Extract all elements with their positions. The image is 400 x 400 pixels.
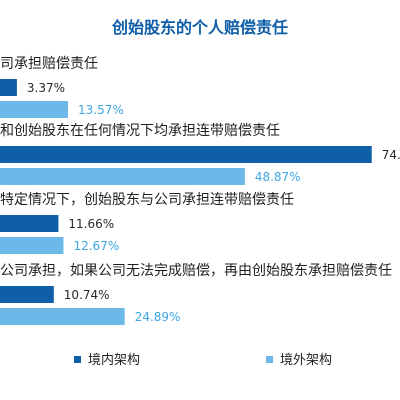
data-label: 48.87% — [255, 170, 301, 184]
data-label: 3.37% — [27, 81, 65, 95]
bar-overseas — [0, 308, 125, 325]
legend-item: 境外架构 — [280, 353, 332, 368]
legend-swatch — [74, 356, 81, 363]
data-label: 24.89% — [135, 310, 181, 324]
category-label: 在特定情况下，创始股东与公司承担连带赔偿责任 — [0, 192, 294, 208]
bar-domestic — [0, 286, 54, 303]
bar-domestic — [0, 79, 17, 96]
bar-overseas — [0, 101, 68, 118]
data-label: 12.67% — [73, 239, 119, 253]
data-label: 10.74% — [64, 288, 110, 302]
category-label: 公司承担赔偿责任 — [0, 56, 98, 72]
legend-swatch — [266, 356, 273, 363]
category-label: 司和创始股东在任何情况下均承担连带赔偿责任 — [0, 123, 280, 139]
legend-item: 境内架构 — [88, 352, 140, 368]
bar-domestic — [0, 146, 372, 163]
data-label: 13.57% — [78, 103, 124, 117]
legend: 境内架构 境外架构 — [74, 352, 332, 368]
bar-overseas — [0, 237, 64, 254]
plot-area: 公司承担赔偿责任 3.37% 13.57% 司和创始股东在任何情况下均承担连带赔偿责任… — [0, 56, 400, 325]
bar-domestic — [0, 215, 59, 232]
data-label: 11.66% — [68, 217, 114, 231]
category-label: 由公司承担，如果公司无法完成赔偿，再由创始股东承担赔偿责任 — [0, 263, 392, 279]
chart-title: 创始股东的个人赔偿责任 — [111, 18, 288, 37]
data-label: 74.2 — [382, 148, 400, 162]
bar-overseas — [0, 168, 245, 185]
